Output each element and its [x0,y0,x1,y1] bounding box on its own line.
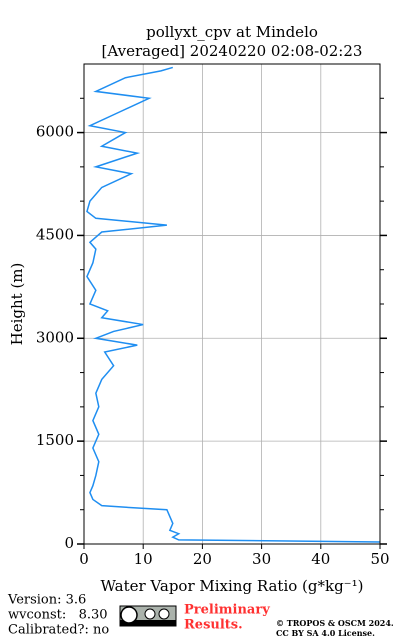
results: Results. [184,618,243,633]
y-axis-label: Height (m) [8,263,26,346]
copyright: © TROPOS & OSCM 2024. [276,618,394,628]
x-tick-label: 40 [311,550,330,568]
preliminary: Preliminary [184,603,270,618]
y-tick-label: 0 [64,534,74,552]
y-tick-label: 4500 [36,225,74,243]
y-tick-label: 3000 [36,328,74,346]
calibrated: Calibrated?: no [8,623,109,638]
x-tick-label: 0 [79,550,89,568]
cc-logo [119,605,177,627]
chart-title: pollyxt_cpv at Mindelo [146,23,318,41]
license: CC BY SA 4.0 License. [276,628,375,638]
wvconst: wvconst: 8.30 [8,608,108,623]
y-tick-label: 1500 [36,431,74,449]
x-tick-label: 30 [252,550,271,568]
x-tick-label: 10 [134,550,153,568]
x-tick-label: 50 [370,550,389,568]
x-tick-label: 20 [193,550,212,568]
plot-frame [83,63,381,545]
profile-line [86,66,380,543]
version: Version: 3.6 [7,593,86,608]
y-tick-label: 6000 [36,123,74,141]
chart-subtitle: [Averaged] 20240220 02:08-02:23 [102,42,363,60]
x-axis-label: Water Vapor Mixing Ratio (g*kg⁻¹) [101,577,364,595]
